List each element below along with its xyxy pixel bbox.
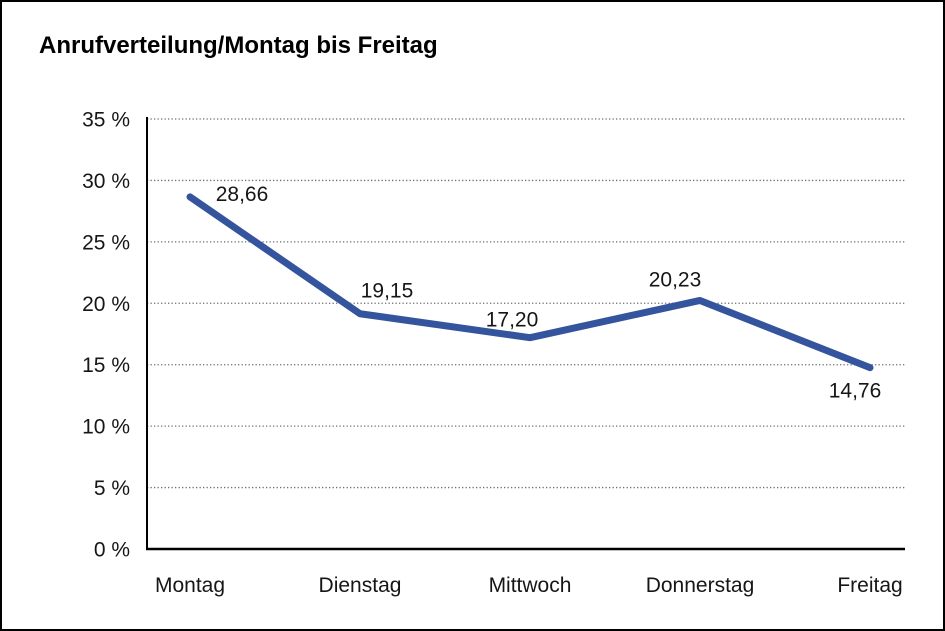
- y-tick-label: 10 %: [82, 416, 130, 439]
- y-tick-label: 5 %: [94, 477, 130, 500]
- y-tick-label: 35 %: [82, 109, 130, 132]
- point-value-label: 19,15: [361, 280, 414, 303]
- point-value-label: 20,23: [649, 268, 702, 291]
- x-category-label: Donnerstag: [646, 574, 755, 597]
- data-line: [186, 193, 874, 372]
- x-category-label: Dienstag: [319, 574, 402, 597]
- x-category-label: Freitag: [837, 574, 902, 597]
- point-value-label: 28,66: [216, 183, 269, 206]
- y-tick-label: 0 %: [94, 539, 130, 562]
- point-value-label: 14,76: [829, 380, 882, 403]
- y-tick-label: 30 %: [82, 170, 130, 193]
- y-tick-label: 20 %: [82, 293, 130, 316]
- y-tick-label: 25 %: [82, 231, 130, 254]
- chart-title: Anrufverteilung/Montag bis Freitag: [39, 32, 438, 59]
- y-tick-label: 15 %: [82, 354, 130, 377]
- point-value-label: 17,20: [486, 309, 539, 332]
- x-category-label: Mittwoch: [489, 574, 572, 597]
- x-category-label: Montag: [155, 574, 225, 597]
